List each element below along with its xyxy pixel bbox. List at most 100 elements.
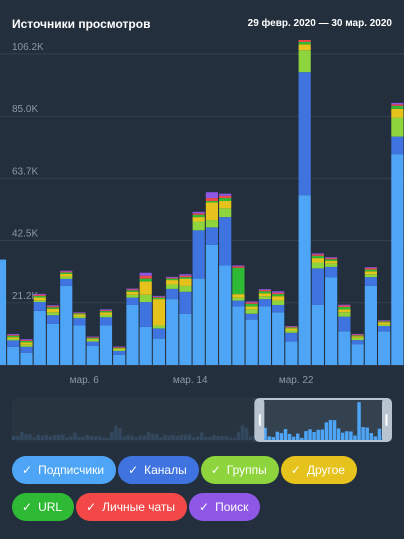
- bar-segment[interactable]: [60, 270, 73, 272]
- range-navigator[interactable]: [12, 398, 392, 442]
- bar-segment[interactable]: [179, 285, 192, 292]
- legend-chip[interactable]: ✓ URL: [12, 493, 75, 521]
- bar-segment[interactable]: [113, 350, 126, 355]
- bar-segment[interactable]: [166, 284, 179, 289]
- bar-segment[interactable]: [298, 40, 311, 42]
- bar-segment[interactable]: [113, 348, 126, 350]
- bar-segment[interactable]: [7, 346, 20, 365]
- bar-segment[interactable]: [139, 272, 152, 276]
- bar-segment[interactable]: [245, 309, 258, 314]
- bar-segment[interactable]: [33, 300, 46, 303]
- bar-segment[interactable]: [311, 304, 324, 365]
- bar-segment[interactable]: [99, 314, 113, 318]
- legend-chip[interactable]: ✓ Группы: [200, 456, 279, 484]
- bar-segment[interactable]: [364, 277, 377, 286]
- bar-segment[interactable]: [20, 340, 33, 341]
- bar-segment[interactable]: [285, 326, 298, 327]
- bar-segment[interactable]: [60, 285, 73, 365]
- bar-segment[interactable]: [99, 317, 113, 326]
- bar-segment[interactable]: [364, 274, 377, 278]
- bar-segment[interactable]: [7, 337, 20, 339]
- bar-segment[interactable]: [219, 217, 232, 266]
- bar-segment[interactable]: [192, 211, 205, 214]
- bar-segment[interactable]: [33, 297, 46, 301]
- bar-segment[interactable]: [86, 337, 99, 339]
- bar-segment[interactable]: [139, 278, 152, 282]
- bar-segment[interactable]: [205, 244, 219, 365]
- bar-segment[interactable]: [99, 309, 113, 311]
- bar-segment[interactable]: [33, 294, 46, 296]
- bar-segment[interactable]: [20, 339, 33, 341]
- bar-segment[interactable]: [351, 334, 364, 336]
- bar-segment[interactable]: [258, 299, 272, 307]
- bar-segment[interactable]: [378, 324, 391, 327]
- bar-segment[interactable]: [166, 288, 179, 300]
- bar-segment[interactable]: [338, 331, 351, 365]
- bar-segment[interactable]: [73, 325, 86, 365]
- bar-segment[interactable]: [139, 275, 152, 279]
- bar-segment[interactable]: [325, 259, 338, 262]
- bar-segment[interactable]: [351, 344, 364, 365]
- bar-segment[interactable]: [7, 335, 20, 338]
- bar-segment[interactable]: [166, 277, 179, 279]
- bar-segment[interactable]: [20, 344, 33, 347]
- bar-segment[interactable]: [60, 276, 73, 279]
- bar-segment[interactable]: [258, 306, 272, 365]
- bar-segment[interactable]: [46, 312, 60, 316]
- bar-segment[interactable]: [7, 340, 20, 347]
- bar-segment[interactable]: [166, 280, 179, 285]
- bar-segment[interactable]: [166, 278, 179, 281]
- bar-segment[interactable]: [311, 258, 324, 263]
- bar-segment[interactable]: [258, 291, 272, 294]
- bar-segment[interactable]: [391, 108, 404, 118]
- bar-segment[interactable]: [298, 72, 311, 196]
- bar-segment[interactable]: [126, 304, 139, 365]
- bar-segment[interactable]: [338, 304, 351, 306]
- bar-segment[interactable]: [298, 50, 311, 73]
- bar-segment[interactable]: [272, 296, 285, 301]
- bar-segment[interactable]: [179, 277, 192, 279]
- bar-segment[interactable]: [139, 294, 152, 303]
- bar-segment[interactable]: [192, 278, 205, 365]
- bar-segment[interactable]: [86, 345, 99, 365]
- bar-segment[interactable]: [46, 307, 60, 309]
- bar-segment[interactable]: [258, 293, 272, 297]
- bar-segment[interactable]: [86, 339, 99, 342]
- bar-segment[interactable]: [351, 336, 364, 338]
- legend-chip[interactable]: ✓ Каналы: [118, 456, 199, 484]
- bar-segment[interactable]: [46, 324, 60, 365]
- bar-segment[interactable]: [245, 303, 258, 307]
- bar-segment[interactable]: [272, 292, 285, 295]
- bar-segment[interactable]: [232, 297, 245, 301]
- bar-segment[interactable]: [179, 291, 192, 314]
- navigator-dim-area[interactable]: [12, 398, 256, 442]
- bar-segment[interactable]: [192, 217, 205, 222]
- bar-segment[interactable]: [219, 195, 232, 199]
- bar-segment[interactable]: [205, 192, 219, 199]
- bar-segment[interactable]: [139, 281, 152, 295]
- bar-segment[interactable]: [378, 320, 391, 322]
- bar-segment[interactable]: [73, 312, 86, 314]
- bar-segment[interactable]: [338, 316, 351, 332]
- bar-segment[interactable]: [205, 198, 219, 202]
- bar-segment[interactable]: [46, 308, 60, 313]
- bar-segment[interactable]: [285, 332, 298, 342]
- bar-segment[interactable]: [219, 265, 232, 365]
- bar-segment[interactable]: [113, 347, 126, 348]
- bar-segment[interactable]: [232, 306, 245, 365]
- bar-segment[interactable]: [325, 263, 338, 267]
- bar-segment[interactable]: [298, 41, 311, 45]
- bar-segment[interactable]: [179, 278, 192, 286]
- bar-segment[interactable]: [245, 319, 258, 365]
- bar-segment[interactable]: [86, 341, 99, 346]
- bar-segment[interactable]: [126, 291, 139, 295]
- bar-segment[interactable]: [338, 312, 351, 317]
- bar-segment[interactable]: [73, 314, 86, 317]
- legend-chip[interactable]: ✓ Другое: [280, 456, 357, 484]
- bar-segment[interactable]: [46, 306, 60, 308]
- bar-segment[interactable]: [46, 305, 60, 307]
- bar-segment[interactable]: [7, 338, 20, 341]
- bar-segment[interactable]: [20, 340, 33, 343]
- bar-segment[interactable]: [60, 272, 73, 274]
